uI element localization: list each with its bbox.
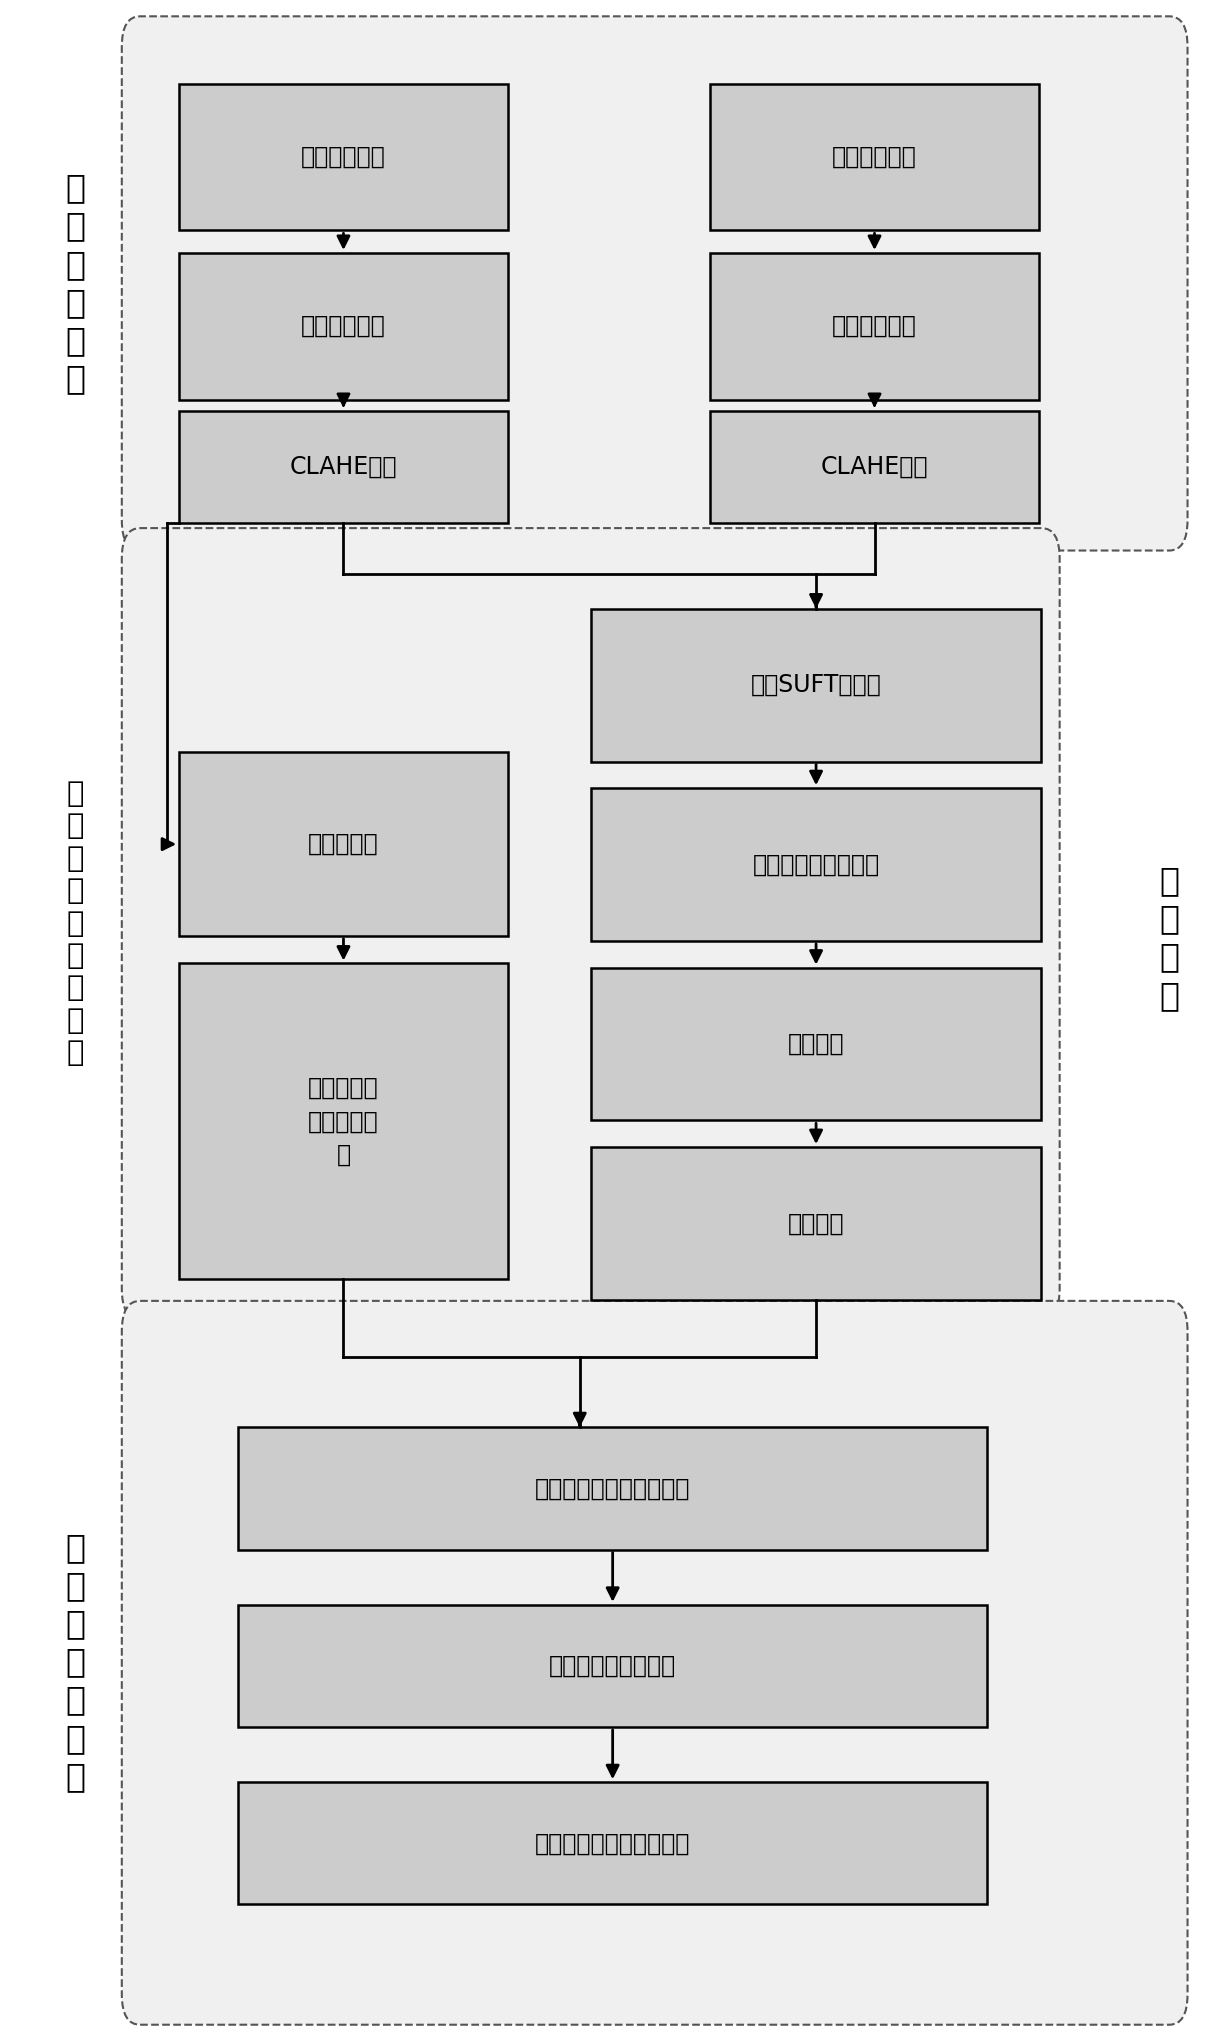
Bar	[179, 253, 508, 400]
Text: 视
网
膜
三
维
重
建: 视 网 膜 三 维 重 建	[66, 1531, 85, 1792]
Bar	[710, 253, 1039, 400]
Bar	[179, 962, 508, 1280]
Bar	[239, 1782, 987, 1904]
Text: 光学眼模型: 光学眼模型	[308, 832, 379, 856]
Text: 图像调整: 图像调整	[788, 1032, 844, 1056]
Text: 特征匹配及误差剔除: 特征匹配及误差剔除	[753, 852, 879, 877]
Bar	[591, 966, 1041, 1119]
Text: 提取SUFT特征点: 提取SUFT特征点	[750, 673, 882, 697]
Bar	[179, 752, 508, 936]
Bar	[239, 1427, 987, 1550]
Bar	[179, 84, 508, 230]
FancyBboxPatch shape	[122, 1301, 1188, 2025]
Text: CLAHE增强: CLAHE增强	[821, 455, 928, 479]
Text: 视
网
膜
曲
面
深
度
模
型: 视 网 膜 曲 面 深 度 模 型	[67, 781, 84, 1066]
Text: CLAHE增强: CLAHE增强	[290, 455, 397, 479]
Bar	[591, 789, 1041, 942]
FancyBboxPatch shape	[122, 528, 1060, 1319]
Text: 眼底图像左图: 眼底图像左图	[301, 145, 386, 169]
Text: 视
差
模
型: 视 差 模 型	[1160, 865, 1179, 1011]
Text: 提取绿色通道: 提取绿色通道	[301, 314, 386, 338]
Text: 图
像
对
预
处
理: 图 像 对 预 处 理	[66, 171, 85, 396]
Text: 眼底图像右图: 眼底图像右图	[832, 145, 917, 169]
Text: 输出视网膜三维重建结果: 输出视网膜三维重建结果	[535, 1831, 691, 1855]
Bar	[239, 1605, 987, 1727]
FancyBboxPatch shape	[122, 16, 1188, 551]
Text: 视网膜曲面
深度模型建
立: 视网膜曲面 深度模型建 立	[308, 1077, 379, 1166]
Text: 提取绿色通道: 提取绿色通道	[832, 314, 917, 338]
Text: 视网膜三维点云建立: 视网膜三维点云建立	[549, 1654, 676, 1678]
Bar	[179, 410, 508, 522]
Bar	[710, 410, 1039, 522]
Bar	[591, 1146, 1041, 1301]
Bar	[710, 84, 1039, 230]
Bar	[591, 608, 1041, 761]
Text: 曲面模型与视差模型融合: 曲面模型与视差模型融合	[535, 1476, 691, 1501]
Text: 视差求解: 视差求解	[788, 1211, 844, 1236]
